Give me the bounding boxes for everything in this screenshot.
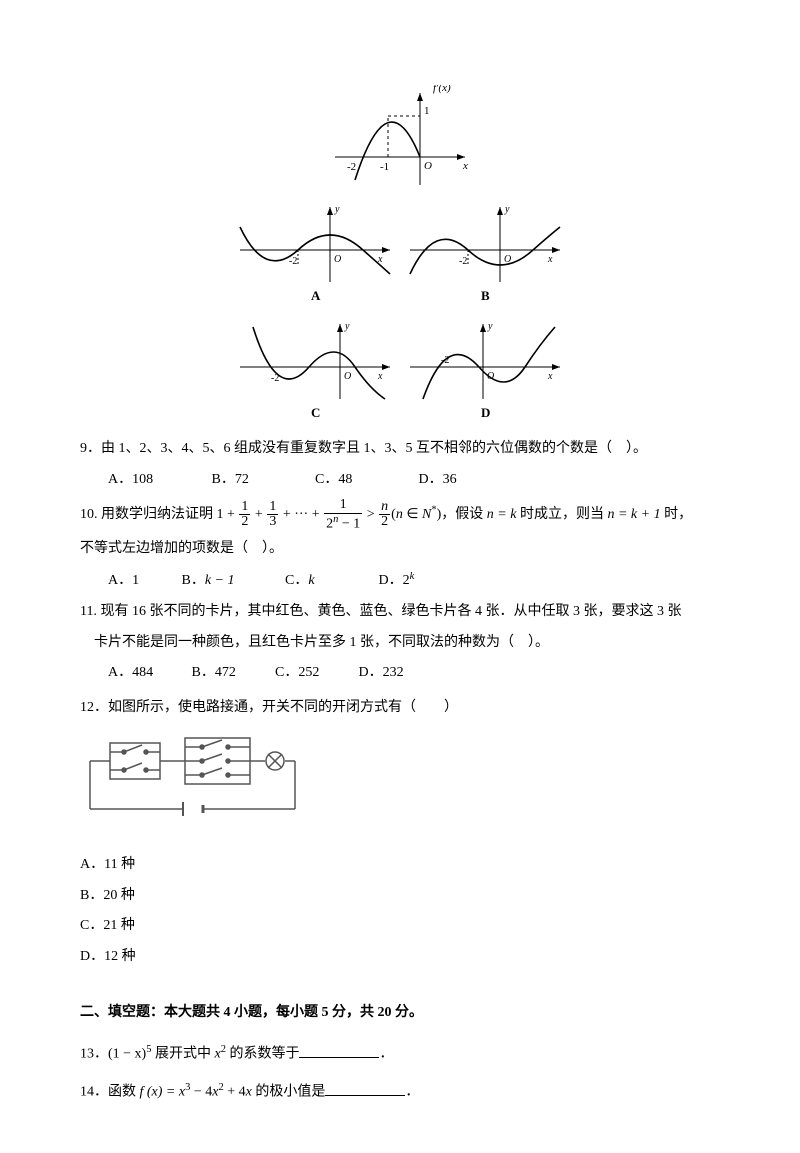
q12-opt-d: D．12 种 [80,944,720,971]
question-12: 12．如图所示，使电路接通，开关不同的开闭方式有（ ） [80,695,720,722]
q10-opt-c: C．k [285,568,375,595]
q12-opt-c: C．21 种 [80,913,720,940]
fig-b-neg2: -2 [459,256,467,267]
q10-opt-a: A．1 [108,568,178,595]
fig-b-origin: O [504,254,511,265]
question-9: 9．由 1、2、3、4、5、6 组成没有重复数字且 1、3、5 互不相邻的六位偶… [80,436,720,463]
fig-d-x: x [547,371,553,382]
q11-opt-a: A．484 [108,660,188,687]
fig-c-y: y [344,321,350,332]
q9-opt-a: A．108 [108,467,208,494]
figure-choices-row2: -2 O x y C -2 O x y D [80,319,720,424]
q13-blank [299,1043,379,1058]
question-13: 13．(1 − x)5 展开式中 x2 的系数等于． [80,1037,720,1071]
circuit-figure [80,731,720,834]
q10-one: 1 [217,507,224,522]
q9-text: 9．由 1、2、3、4、5、6 组成没有重复数字且 1、3、5 互不相邻的六位偶… [80,441,647,456]
q11-opt-b: B．472 [192,660,272,687]
question-11-line1: 11. 现有 16 张不同的卡片，其中红色、黄色、蓝色、绿色卡片各 4 张．从中… [80,599,720,626]
fig-b-label: B [481,288,490,303]
q11-opt-c: C．252 [275,660,355,687]
figure-derivative: f'(x) x -2 -1 O 1 [80,85,720,190]
fig-a-label: A [311,288,321,303]
fig-d-neg2: -2 [441,355,449,366]
fig-a-neg2: -2 [289,256,297,267]
question-10: 10. 用数学归纳法证明 1 + 12 + 13 + ··· + 12n − 1… [80,497,720,532]
fig-b-y: y [504,204,510,215]
fig-c-label: C [311,405,320,420]
fig-a-x: x [377,254,383,265]
q9-opt-c: C．48 [315,467,415,494]
fig-d-y: y [487,321,493,332]
q10-options: A．1 B．k − 1 C．k D．2k [80,567,720,595]
q9-options: A．108 B．72 C．48 D．36 [80,467,720,494]
fig-c-neg2: -2 [271,373,279,384]
label-x: x [462,160,468,172]
fig-d-origin: O [487,371,494,382]
section-2-title: 二、填空题：本大题共 4 小题，每小题 5 分，共 20 分。 [80,1000,720,1027]
label-neg1: -1 [380,161,389,173]
q14-blank [325,1081,405,1096]
label-fprime: f'(x) [433,85,451,94]
label-one: 1 [424,105,430,117]
label-neg2: -2 [347,161,356,173]
q9-opt-d: D．36 [419,467,519,494]
fig-c-x: x [377,371,383,382]
fig-c-origin: O [344,371,351,382]
q11-options: A．484 B．472 C．252 D．232 [80,660,720,687]
q12-opt-b: B．20 种 [80,883,720,910]
question-11-line2: 卡片不能是同一种颜色，且红色卡片至多 1 张，不同取法的种数为（ ）。 [80,630,720,657]
fig-b-x: x [547,254,553,265]
figure-choices-row1: -2 O x y A -2 O x y B [80,202,720,307]
q12-opt-a: A．11 种 [80,852,720,879]
q11-opt-d: D．232 [359,660,439,687]
q10-prefix: 10. 用数学归纳法证明 [80,507,213,522]
q10-opt-d: D．2k [379,567,469,595]
fig-d-label: D [481,405,490,420]
q10-line2: 不等式左边增加的项数是（ ）。 [80,536,720,563]
fig-a-y: y [334,204,340,215]
q9-opt-b: B．72 [212,467,312,494]
fig-a-origin: O [334,254,341,265]
question-14: 14．函数 f (x) = x3 − 4x2 + 4x 的极小值是． [80,1075,720,1109]
q10-opt-b: B．k − 1 [182,568,282,595]
label-origin: O [424,160,432,172]
